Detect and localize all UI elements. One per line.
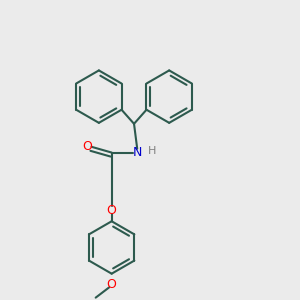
- Text: H: H: [148, 146, 157, 156]
- Text: O: O: [83, 140, 93, 153]
- Text: O: O: [107, 204, 117, 217]
- Text: O: O: [107, 278, 117, 291]
- Text: N: N: [133, 146, 142, 159]
